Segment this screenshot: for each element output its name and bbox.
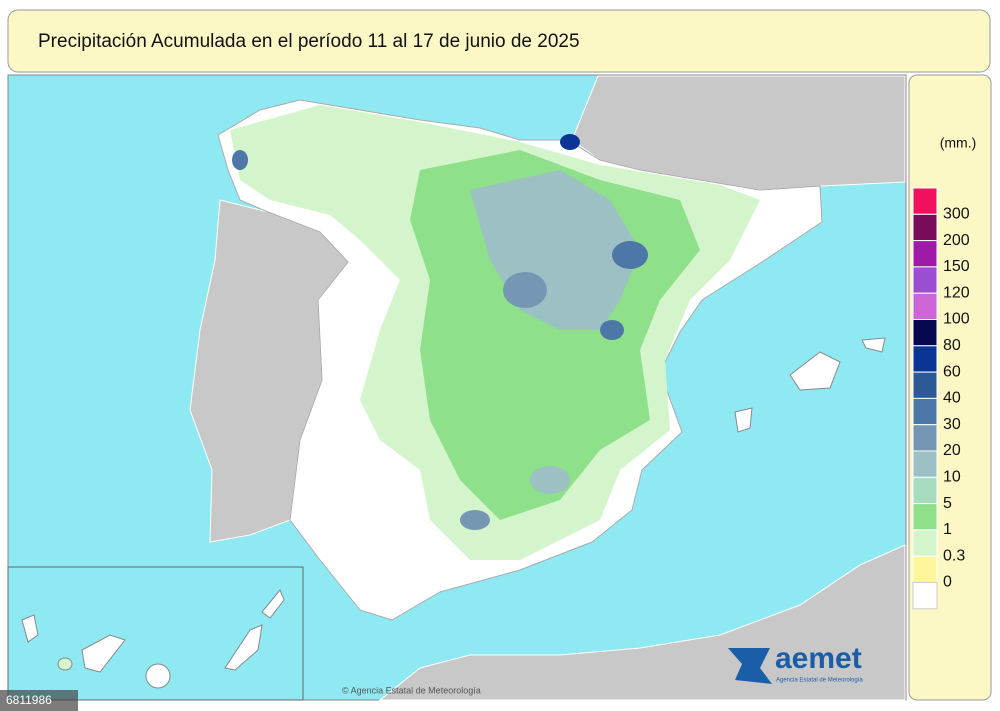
legend-swatch [912,450,938,478]
legend-label: 120 [943,284,970,301]
legend-label: 100 [943,311,970,328]
logo-icon [728,648,772,684]
island [81,634,126,673]
legend-label: 20 [943,442,961,459]
legend-label: 200 [943,232,970,249]
legend-unit: (mm.) [940,135,977,151]
legend-swatch [912,555,938,584]
rain-20 [503,272,547,308]
credit: © Agencia Estatal de Meteorología [342,685,481,695]
africa [378,544,906,701]
title-box [7,9,991,73]
island [57,657,73,671]
legend-swatch [912,240,938,268]
legend-label: 300 [943,206,970,223]
island [21,614,39,643]
legend-label: 5 [943,495,952,512]
rain-30b [600,320,624,340]
rain-10b [530,466,570,494]
legend-swatch [912,345,938,373]
legend-swatch [912,503,938,531]
legend-swatch-base [912,582,938,610]
legend-label: 1 [943,521,952,538]
island [261,589,285,619]
legend-swatch [912,371,938,399]
watermark-bg [0,690,78,711]
legend-swatch [912,187,938,215]
legend-swatch [912,476,938,505]
legend-swatch [912,213,938,242]
rain-30 [612,241,648,269]
logo: aemet Agencia Estatal de Meteorología [728,642,863,684]
legend-swatch [912,292,938,321]
island [145,663,171,689]
logo-name: aemet [775,642,862,675]
legend-label: 80 [943,337,961,354]
legend-label: 0.3 [943,547,965,564]
legend-label: 30 [943,416,961,433]
rain-60 [560,134,580,150]
ibiza [734,407,753,433]
logo-subtitle: Agencia Estatal de Meteorología [776,678,863,684]
legend-swatch [912,397,938,426]
legend-label: 60 [943,363,961,380]
island [224,624,263,671]
canary-inset [7,566,304,701]
legend-label: 0 [943,574,952,591]
legend-swatch [912,319,938,347]
legend-label: 10 [943,469,961,486]
legend-label: 150 [943,258,970,275]
rain-20b [460,510,490,530]
rain-30c [232,150,248,170]
map: © Agencia Estatal de Meteorología aemet … [7,74,907,701]
legend-label: 40 [943,390,961,407]
legend-swatch [912,529,938,557]
title: Precipitación Acumulada en el período 11… [38,31,580,52]
menorca [861,337,886,353]
mallorca [789,351,841,391]
legend-swatch [912,424,938,452]
legend: 300 200 150 120 100 80 60 40 30 20 10 5 1 0.3 0 [912,187,970,610]
watermark: 6811986 [6,693,52,707]
legend-swatch [912,266,938,294]
